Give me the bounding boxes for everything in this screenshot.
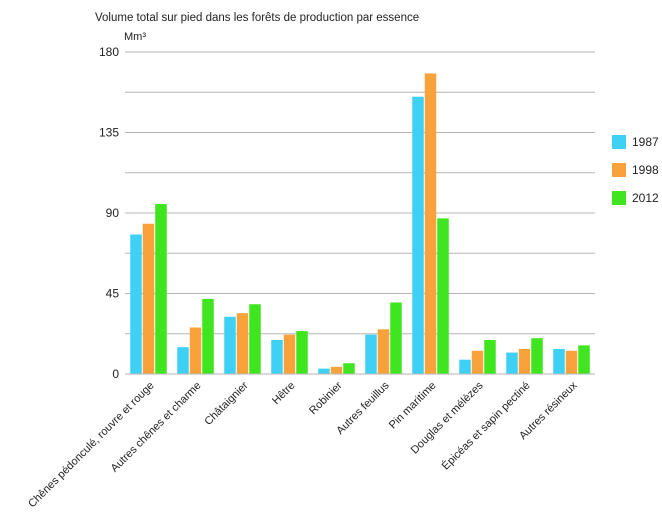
x-category-label: Pin maritime: [387, 380, 439, 432]
gridlines: [125, 51, 595, 335]
legend-label: 2012: [632, 191, 659, 205]
bar-1987: [271, 340, 283, 374]
x-category-label: Robinier: [307, 379, 345, 417]
bar-2012: [343, 363, 355, 374]
y-tick-label: 90: [106, 206, 120, 220]
y-tick-label: 180: [99, 45, 119, 59]
y-tick-label: 135: [99, 126, 119, 140]
x-axis-labels: Chênes pédonculé, rouvre et rougeAutres …: [26, 379, 580, 510]
x-category-label: Hêtre: [270, 380, 298, 408]
bar-1987: [318, 368, 330, 374]
legend-label: 1998: [632, 163, 659, 177]
bar-2012: [296, 331, 308, 374]
y-tick-label: 45: [106, 287, 120, 301]
bar-2012: [437, 218, 449, 374]
y-axis-unit-label: Mm³: [124, 31, 146, 43]
legend: 1987 1998 2012: [612, 135, 659, 205]
x-category-label: Autres chênes et charme: [109, 380, 204, 475]
bars: [130, 73, 590, 374]
y-axis-ticks: 0 45 90 135 180: [99, 45, 119, 381]
bar-1987: [130, 234, 142, 374]
legend-swatch: [612, 191, 626, 205]
bar-1998: [142, 223, 155, 374]
bar-2012: [484, 340, 496, 374]
bar-2012: [390, 302, 402, 374]
bar-2012: [249, 304, 261, 374]
bar-1998: [518, 348, 531, 374]
bar-1998: [330, 366, 343, 374]
bar-1987: [177, 347, 189, 374]
bar-1987: [459, 359, 471, 374]
chart-title: Volume total sur pied dans les forêts de…: [95, 12, 420, 24]
bar-1998: [471, 350, 484, 374]
legend-swatch: [612, 163, 626, 177]
bar-1987: [224, 316, 236, 374]
bar-2012: [578, 345, 590, 374]
bar-1998: [565, 350, 578, 374]
bar-1998: [377, 329, 390, 374]
bar-2012: [202, 298, 214, 374]
legend-label: 1987: [632, 135, 659, 149]
bar-1998: [424, 73, 437, 374]
bar-1987: [365, 334, 377, 374]
bar-1987: [412, 96, 424, 374]
bar-2012: [155, 204, 167, 374]
bar-1998: [236, 313, 249, 374]
bar-2012: [531, 338, 543, 374]
bar-1998: [189, 327, 202, 374]
bar-1987: [506, 352, 518, 374]
x-category-label: Châtaignier: [202, 379, 251, 428]
bar-1987: [553, 348, 565, 374]
bar-1998: [283, 334, 296, 374]
y-tick-label: 0: [112, 367, 119, 381]
x-category-label: Épicéas et sapin pectiné: [439, 379, 533, 473]
legend-swatch: [612, 135, 626, 149]
